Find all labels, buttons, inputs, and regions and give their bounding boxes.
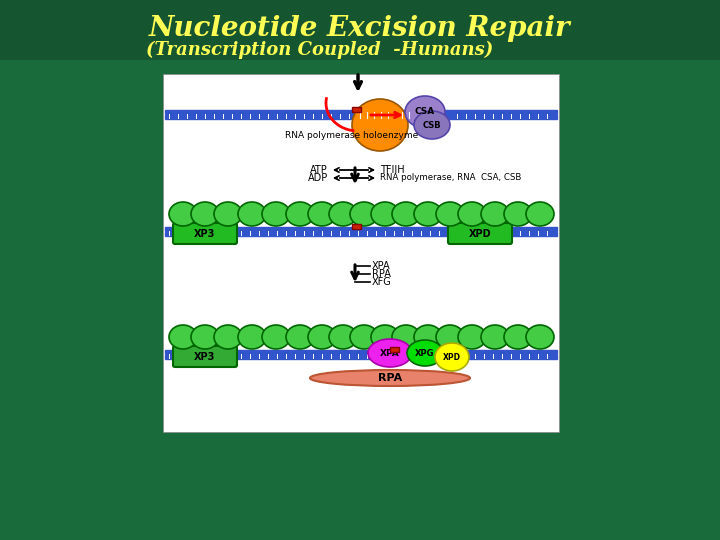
- Ellipse shape: [262, 202, 290, 226]
- Ellipse shape: [169, 325, 197, 349]
- Text: RPA: RPA: [372, 269, 391, 279]
- FancyBboxPatch shape: [351, 224, 361, 230]
- Ellipse shape: [458, 202, 486, 226]
- Ellipse shape: [481, 325, 509, 349]
- Ellipse shape: [214, 325, 242, 349]
- FancyBboxPatch shape: [390, 347, 400, 352]
- Ellipse shape: [238, 202, 266, 226]
- Ellipse shape: [436, 325, 464, 349]
- FancyBboxPatch shape: [173, 223, 237, 244]
- Ellipse shape: [504, 202, 532, 226]
- Ellipse shape: [526, 202, 554, 226]
- Bar: [163, 74, 559, 432]
- Ellipse shape: [392, 202, 420, 226]
- Text: ADP: ADP: [307, 173, 328, 183]
- Ellipse shape: [286, 202, 314, 226]
- FancyBboxPatch shape: [448, 223, 512, 244]
- Text: XPD: XPD: [443, 353, 461, 361]
- Text: ATP: ATP: [310, 165, 328, 175]
- Ellipse shape: [191, 325, 219, 349]
- Text: XPA: XPA: [380, 348, 400, 357]
- Text: (Transcription Coupled  -Humans): (Transcription Coupled -Humans): [146, 41, 494, 59]
- Ellipse shape: [392, 325, 420, 349]
- Ellipse shape: [414, 325, 442, 349]
- Text: XP3: XP3: [194, 229, 216, 239]
- Ellipse shape: [329, 325, 357, 349]
- Ellipse shape: [329, 202, 357, 226]
- Text: XP3: XP3: [194, 352, 216, 362]
- Ellipse shape: [310, 370, 470, 386]
- Ellipse shape: [286, 325, 314, 349]
- Ellipse shape: [214, 202, 242, 226]
- Ellipse shape: [350, 202, 378, 226]
- Ellipse shape: [371, 202, 399, 226]
- Ellipse shape: [407, 340, 443, 366]
- Bar: [0, 0, 720, 60]
- Text: RNA polymerase, RNA  CSA, CSB: RNA polymerase, RNA CSA, CSB: [380, 173, 521, 183]
- Text: XPD: XPD: [469, 229, 491, 239]
- Ellipse shape: [368, 339, 412, 367]
- Text: XPG: XPG: [415, 348, 435, 357]
- Ellipse shape: [436, 202, 464, 226]
- Ellipse shape: [371, 325, 399, 349]
- Ellipse shape: [414, 202, 442, 226]
- Text: RPA: RPA: [378, 373, 402, 383]
- Text: XPA: XPA: [372, 261, 391, 271]
- Text: XFG: XFG: [372, 277, 392, 287]
- Text: CSA: CSA: [415, 107, 435, 117]
- Text: CSB: CSB: [423, 120, 441, 130]
- Ellipse shape: [504, 325, 532, 349]
- Ellipse shape: [169, 202, 197, 226]
- Bar: [165, 227, 557, 231]
- FancyBboxPatch shape: [173, 346, 237, 367]
- Ellipse shape: [481, 202, 509, 226]
- Ellipse shape: [405, 96, 445, 128]
- Ellipse shape: [308, 325, 336, 349]
- Bar: [165, 110, 557, 114]
- Ellipse shape: [414, 111, 450, 139]
- FancyBboxPatch shape: [351, 107, 361, 112]
- Ellipse shape: [308, 202, 336, 226]
- Ellipse shape: [191, 202, 219, 226]
- Bar: [165, 355, 557, 359]
- Text: TFIIH: TFIIH: [380, 165, 405, 175]
- Ellipse shape: [352, 99, 408, 151]
- Bar: [165, 115, 557, 119]
- Ellipse shape: [238, 325, 266, 349]
- Bar: [165, 350, 557, 354]
- Ellipse shape: [350, 325, 378, 349]
- Ellipse shape: [526, 325, 554, 349]
- Text: RNA polymerase holoenzyme: RNA polymerase holoenzyme: [285, 132, 418, 140]
- Text: Nucleotide Excision Repair: Nucleotide Excision Repair: [149, 16, 571, 43]
- Ellipse shape: [435, 343, 469, 371]
- Bar: [165, 232, 557, 236]
- Ellipse shape: [458, 325, 486, 349]
- Ellipse shape: [262, 325, 290, 349]
